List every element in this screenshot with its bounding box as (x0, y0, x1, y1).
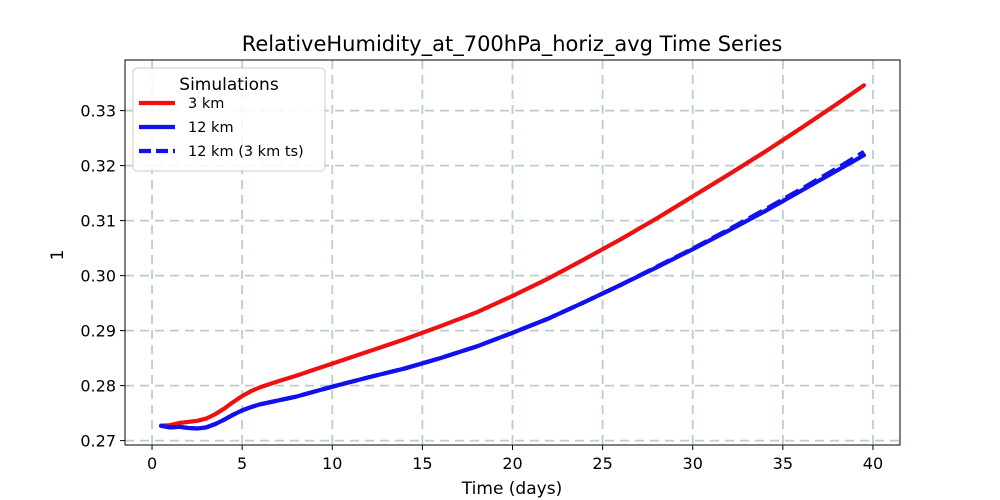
x-tick-label: 30 (683, 454, 703, 473)
series-line-0 (158, 83, 867, 428)
x-tick-label: 35 (773, 454, 793, 473)
y-tick-label: 0.28 (80, 377, 116, 396)
y-tick-label: 0.29 (80, 322, 116, 341)
y-tick-label: 0.27 (80, 432, 116, 451)
y-tick-label: 0.30 (80, 267, 116, 286)
legend-label: 12 km (188, 120, 234, 136)
y-tick-label: 0.31 (80, 212, 116, 231)
x-tick-label: 5 (237, 454, 247, 473)
legend-label: 12 km (3 km ts) (188, 144, 304, 160)
ticks: 0 5 10 15 20 25 30 35 40 0.27 0.28 0.29 0.30 0.31 0.32… (80, 102, 883, 473)
series-line-2 (160, 150, 866, 431)
x-tick-label: 10 (322, 454, 342, 473)
legend-label: 3 km (188, 96, 224, 112)
legend: Simulations 3 km 12 km 12 km (3 km ts) (132, 67, 326, 172)
x-axis-label: Time (days) (461, 479, 562, 499)
grid (125, 60, 900, 445)
legend-title: Simulations (179, 75, 279, 95)
x-tick-label: 40 (863, 454, 883, 473)
series-layer (158, 83, 867, 431)
x-tick-label: 0 (147, 454, 157, 473)
x-tick-label: 15 (412, 454, 432, 473)
y-axis-label: 1 (48, 250, 68, 261)
legend-items: 3 km 12 km 12 km (3 km ts) (139, 96, 304, 160)
y-tick-label: 0.32 (80, 157, 116, 176)
legend-frame (132, 67, 326, 172)
x-tick-label: 25 (592, 454, 612, 473)
x-tick-label: 20 (502, 454, 522, 473)
y-tick-label: 0.33 (80, 102, 116, 121)
chart-title: RelativeHumidity_at_700hPa_horiz_avg Tim… (242, 32, 783, 57)
